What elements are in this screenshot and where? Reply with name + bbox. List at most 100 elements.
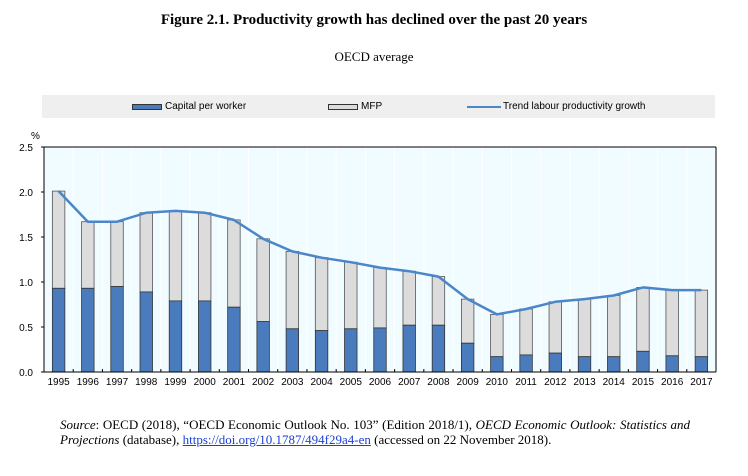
bar-capital-2005 [344, 328, 358, 373]
bar-capital-2001 [227, 306, 241, 373]
bar-capital-1996 [81, 287, 95, 373]
bar-mfp-2004 [314, 257, 329, 332]
bar-mfp-2000 [198, 212, 212, 302]
bar-capital-2002 [256, 321, 270, 373]
legend-item-trend: Trend labour productivity growth [467, 95, 645, 118]
axes [43, 146, 717, 373]
source-text-3: (accessed on 22 November 2018). [370, 432, 552, 447]
bar-capital-2017 [694, 356, 709, 373]
bar-capital-2009 [461, 342, 475, 373]
x-tick-label: 2005 [340, 377, 363, 388]
chart-svg: 0.0 0.5 1.0 1.5 2.0 2.5 1995 1996 1997 1998 1999 2… [19, 131, 717, 388]
trend-swatch [467, 105, 501, 108]
x-tick-label: 2014 [603, 377, 626, 388]
bar-mfp-2017 [694, 289, 709, 358]
bar-mfp-2005 [344, 261, 358, 330]
y-ticks: 0.0 0.5 1.0 1.5 2.0 2.5 [19, 143, 44, 379]
legend-label-mfp: MFP [361, 101, 383, 112]
gridlines [72, 147, 688, 372]
x-tick-label: 1997 [106, 377, 129, 388]
source-note: Source: OECD (2018), “OECD Economic Outl… [60, 417, 690, 447]
x-tick-label: 2010 [486, 377, 509, 388]
capital-swatch [132, 103, 162, 110]
x-tick-label: 2001 [223, 377, 246, 388]
bar-mfp-2012 [548, 301, 562, 354]
bar-mfp-2001 [227, 219, 241, 308]
x-tick-label: 2011 [515, 377, 537, 388]
bar-capital-2013 [577, 356, 592, 373]
bar-mfp-1997 [110, 221, 124, 287]
source-database-title: OECD Economic Outlook: Statistics and Pr… [60, 417, 690, 447]
bar-mfp-2008 [431, 276, 446, 326]
bars [51, 190, 709, 373]
bar-mfp-1998 [139, 212, 153, 293]
bar-mfp-1999 [168, 210, 183, 302]
bar-capital-2010 [490, 356, 504, 373]
bar-mfp-2002 [256, 238, 270, 323]
chart-legend: Capital per worker MFP Trend labour prod… [42, 95, 715, 118]
figure-title: Figure 2.1. Productivity growth has decl… [160, 12, 588, 28]
x-tick-label: 1998 [135, 377, 158, 388]
source-link[interactable]: https://doi.org/10.1787/494f29a4-en [182, 432, 371, 447]
bar-capital-2016 [665, 355, 679, 373]
bar-mfp-2009 [461, 298, 475, 344]
bar-mfp-2014 [607, 295, 621, 358]
x-tick-label: 2007 [398, 377, 421, 388]
bar-capital-2015 [636, 350, 650, 373]
bar-capital-2006 [373, 327, 387, 373]
bar-capital-2004 [314, 330, 329, 373]
bar-mfp-2010 [490, 313, 504, 358]
bar-capital-2000 [198, 300, 212, 373]
bar-mfp-2016 [665, 289, 679, 357]
y-tick-label: 2.0 [19, 188, 33, 199]
bar-mfp-2011 [519, 308, 533, 356]
y-axis-unit-label: % [31, 131, 40, 142]
bar-mfp-2015 [636, 286, 650, 352]
bar-capital-2003 [285, 328, 299, 373]
y-tick-label: 1.5 [19, 233, 33, 244]
y-tick-label: 2.5 [19, 143, 33, 154]
bar-mfp-2006 [373, 267, 387, 329]
legend-label-trend: Trend labour productivity growth [503, 101, 646, 112]
x-tick-label: 2000 [194, 377, 217, 388]
x-tick-label: 1995 [47, 377, 70, 388]
legend-item-mfp: MFP [328, 95, 382, 118]
bar-capital-2011 [519, 354, 533, 373]
bar-capital-2008 [431, 324, 446, 373]
y-tick-label: 1.0 [19, 278, 33, 289]
legend-item-capital: Capital per worker [132, 95, 246, 118]
bar-capital-1999 [168, 300, 183, 373]
bar-capital-1997 [110, 286, 124, 373]
x-tick-label: 2002 [252, 377, 275, 388]
trend-line [57, 190, 702, 316]
bar-mfp-2003 [285, 250, 299, 330]
x-tick-label: 2003 [281, 377, 304, 388]
x-tick-label: 2012 [544, 377, 567, 388]
bar-capital-2014 [607, 356, 621, 373]
source-text-1: : OECD (2018), “OECD Economic Outlook No… [95, 417, 476, 432]
mfp-swatch [328, 103, 358, 110]
x-tick-label: 2004 [310, 377, 333, 388]
y-tick-label: 0.5 [19, 323, 33, 334]
legend-label-capital: Capital per worker [165, 101, 247, 112]
figure-subtitle: OECD average [334, 49, 414, 64]
x-ticks: 1995 1996 1997 1998 1999 2000 2001 2002 2003 2004… [47, 369, 713, 388]
x-tick-label: 2015 [632, 377, 655, 388]
bar-mfp-1996 [81, 221, 95, 289]
x-tick-label: 2009 [457, 377, 480, 388]
source-text-2: (database), [119, 432, 183, 447]
source-label: Source [60, 417, 96, 432]
x-tick-label: 2017 [690, 377, 713, 388]
x-tick-label: 2016 [661, 377, 684, 388]
y-tick-label: 0.0 [19, 368, 33, 379]
x-tick-label: 1996 [77, 377, 100, 388]
x-tick-label: 2013 [573, 377, 596, 388]
x-tick-label: 1999 [164, 377, 187, 388]
x-tick-label: 2008 [427, 377, 450, 388]
x-tick-label: 2006 [369, 377, 392, 388]
bar-capital-2012 [548, 352, 562, 373]
bar-capital-1995 [51, 287, 66, 373]
bar-mfp-2013 [577, 298, 592, 358]
bar-capital-1998 [139, 291, 153, 373]
bar-mfp-2007 [402, 270, 416, 326]
